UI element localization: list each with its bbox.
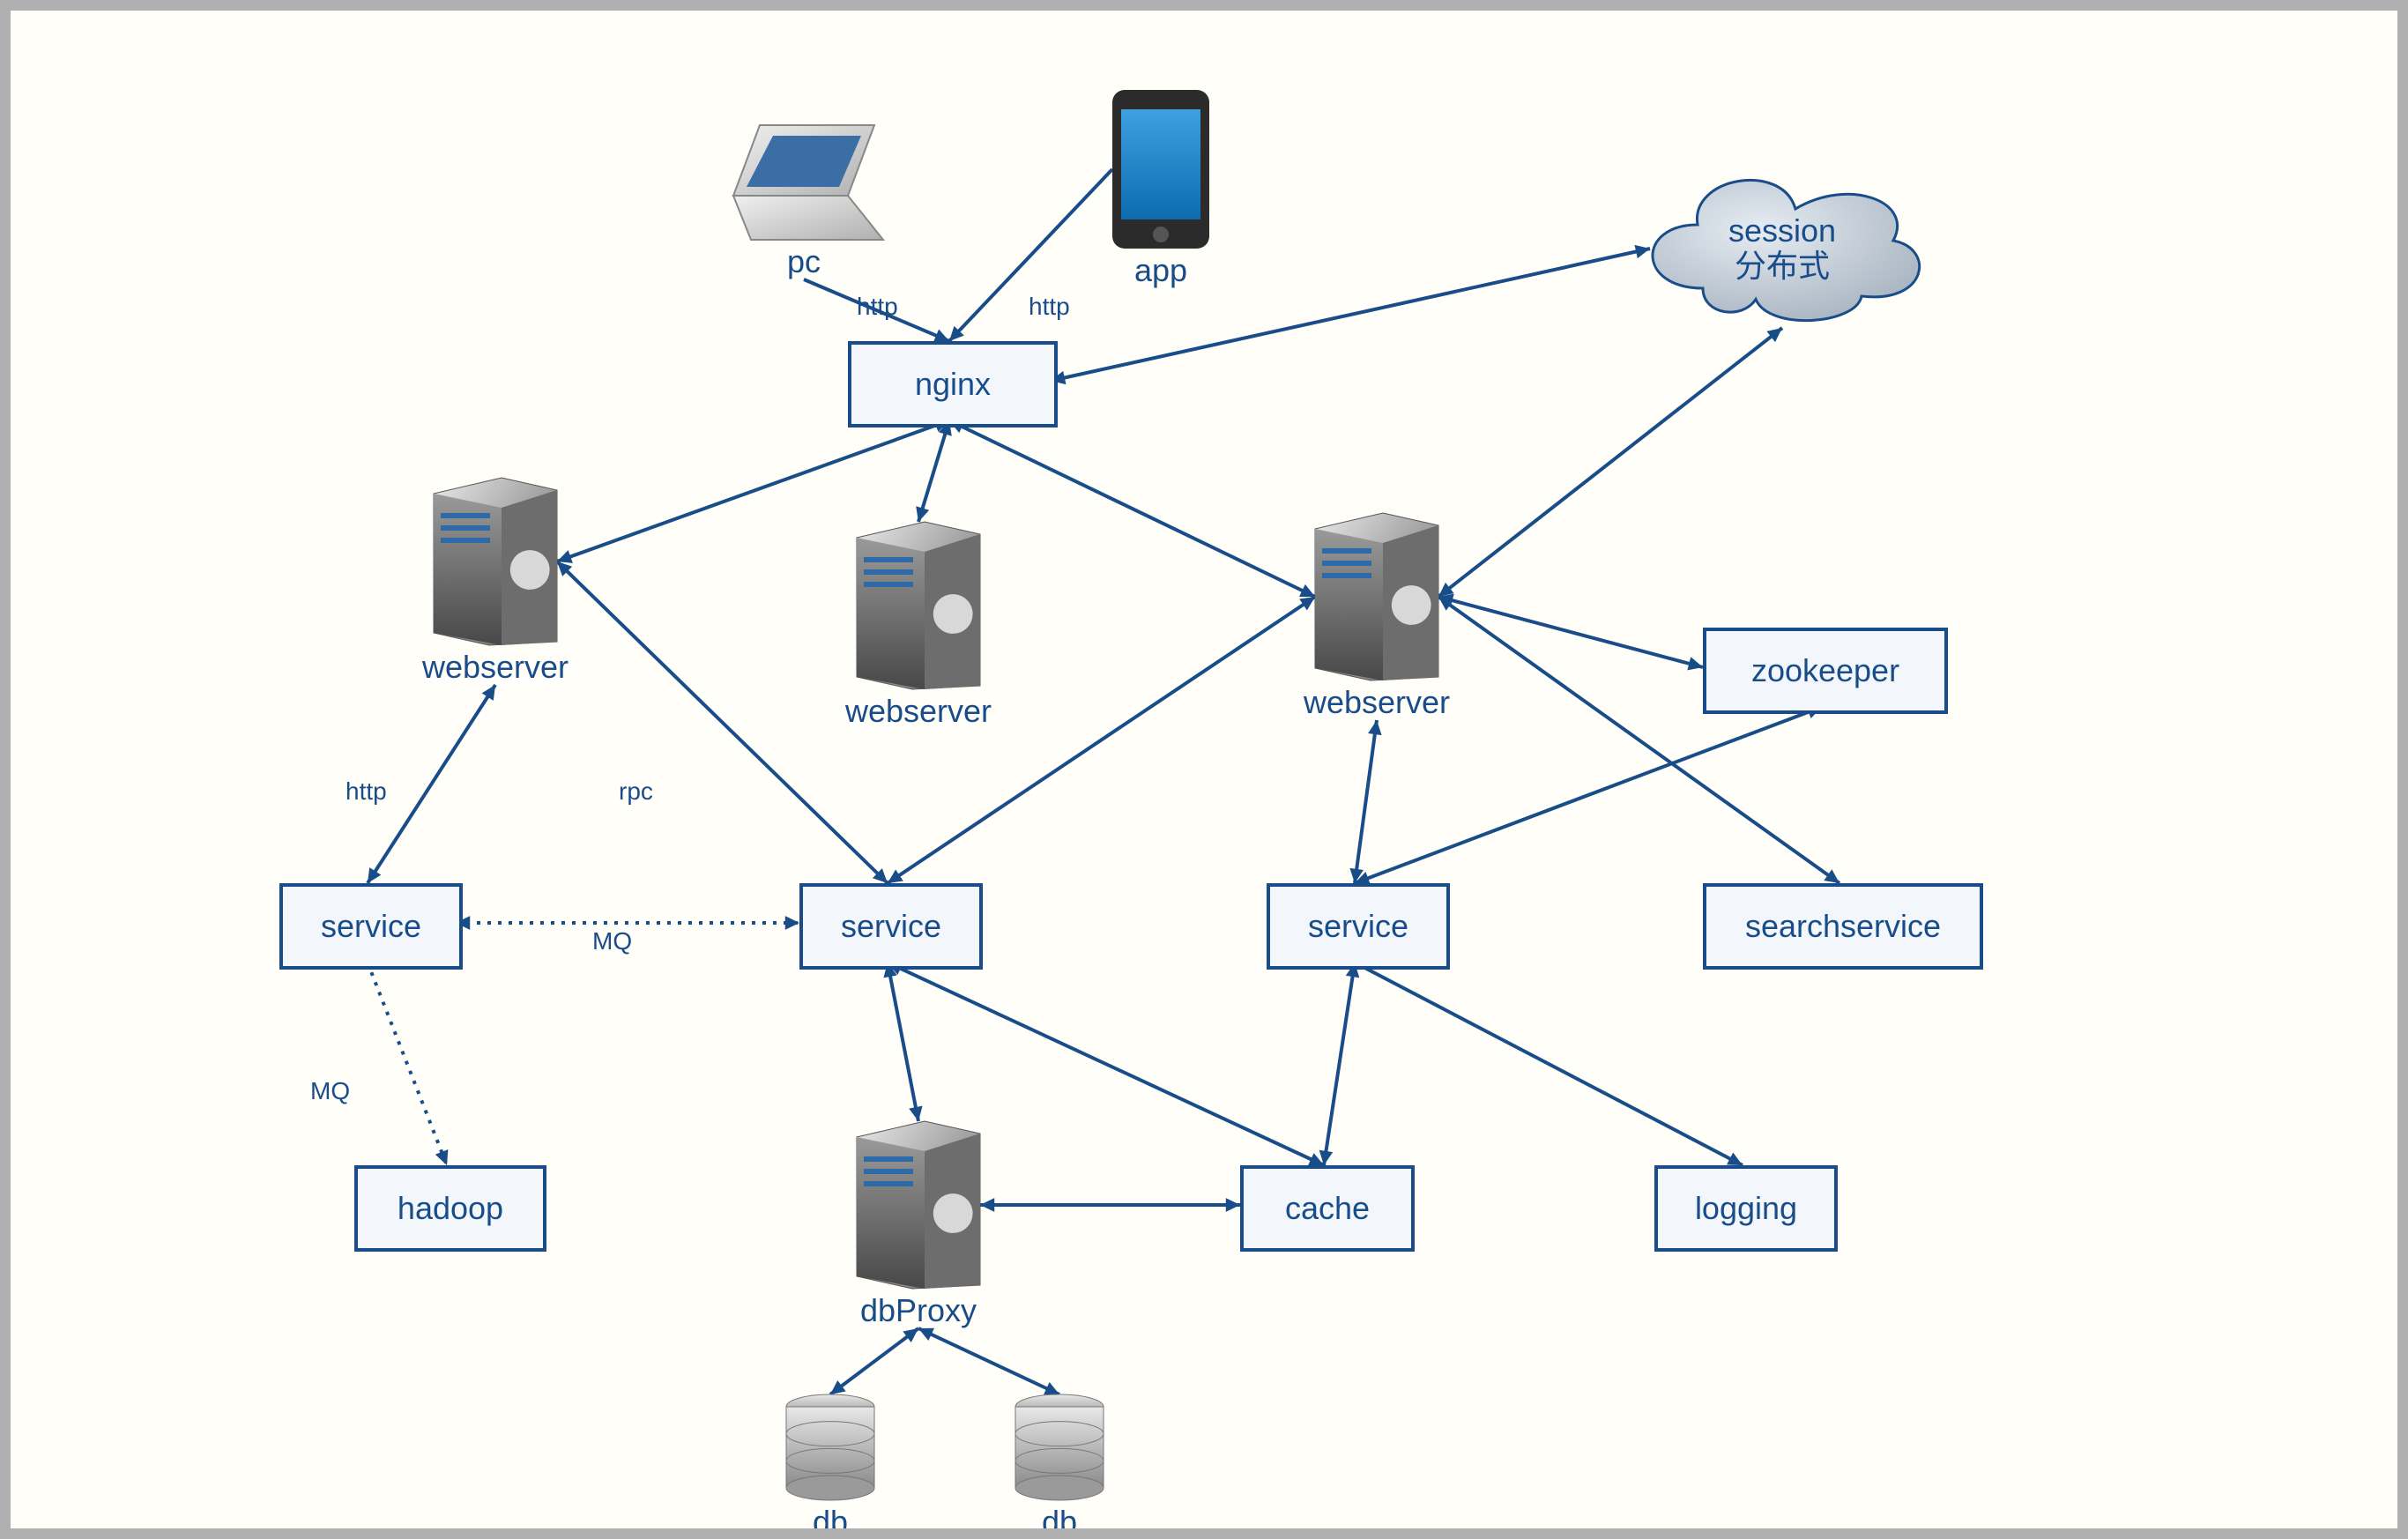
node-app-icon [1112, 90, 1209, 249]
node-pc-icon [733, 125, 883, 240]
node-service1: service [279, 883, 463, 970]
node-session-icon [1653, 180, 1920, 320]
node-dbproxy-icon [857, 1121, 980, 1289]
node-db2-icon [1015, 1394, 1104, 1500]
node-ws2-icon [857, 522, 980, 689]
node-service2: service [799, 883, 983, 970]
node-logging: logging [1654, 1165, 1838, 1252]
node-hadoop: hadoop [354, 1165, 546, 1252]
node-nginx: nginx [848, 341, 1058, 428]
node-searchservice: searchservice [1703, 883, 1983, 970]
page: httphttphttprpcMQMQpcappsession分布式nginxw… [11, 11, 2397, 1528]
node-cache: cache [1240, 1165, 1415, 1252]
node-service3: service [1267, 883, 1450, 970]
node-zookeeper: zookeeper [1703, 628, 1948, 714]
diagram-canvas [11, 11, 2397, 1528]
node-ws1-icon [434, 478, 557, 645]
node-db1-icon [786, 1394, 874, 1500]
node-ws3-icon [1315, 513, 1438, 680]
